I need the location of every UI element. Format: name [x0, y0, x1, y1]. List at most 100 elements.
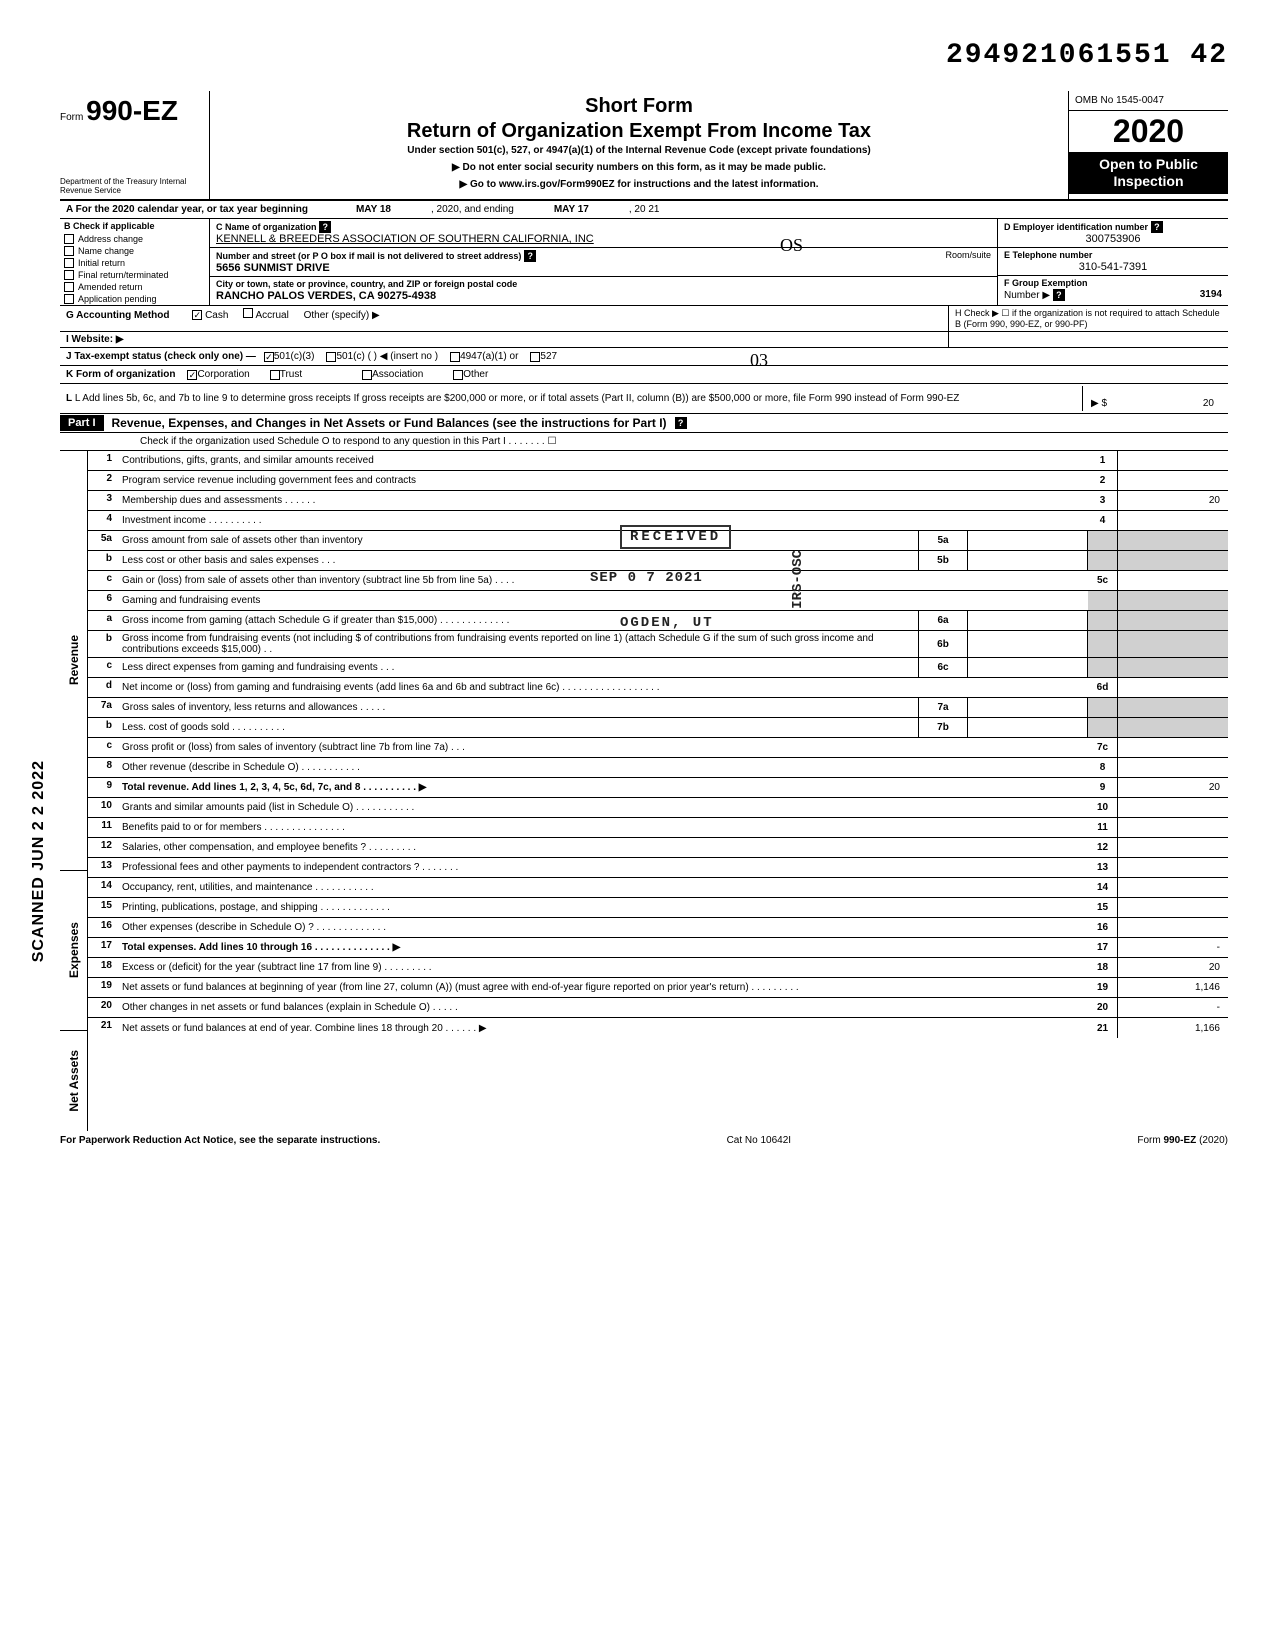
help-icon[interactable]: ? — [319, 221, 331, 233]
right-num: 19 — [1088, 978, 1118, 997]
row-text: Excess or (deficit) for the year (subtra… — [118, 958, 1088, 977]
right-num: 10 — [1088, 798, 1118, 817]
right-num — [1088, 658, 1118, 677]
right-num — [1088, 591, 1118, 610]
cb-assoc[interactable] — [362, 370, 372, 380]
right-val — [1118, 551, 1228, 570]
cb-initial-return[interactable]: Initial return — [60, 257, 209, 269]
right-num: 3 — [1088, 491, 1118, 510]
right-val — [1118, 738, 1228, 757]
paperwork-notice: For Paperwork Reduction Act Notice, see … — [60, 1135, 380, 1146]
cb-4947[interactable] — [450, 352, 460, 362]
cb-amended[interactable]: Amended return — [60, 281, 209, 293]
C-name-row: C Name of organization ? KENNELL & BREED… — [210, 219, 997, 248]
page-footer: For Paperwork Reduction Act Notice, see … — [60, 1131, 1228, 1146]
row-num: c — [88, 658, 118, 677]
short-form-label: Short Form — [220, 95, 1058, 118]
line-A: A For the 2020 calendar year, or tax yea… — [60, 201, 1228, 219]
GH-row: G Accounting Method Cash Accrual Other (… — [60, 306, 1228, 332]
row-num: 14 — [88, 878, 118, 897]
cb-final-return[interactable]: Final return/terminated — [60, 269, 209, 281]
right-val — [1118, 471, 1228, 490]
tax-year: 2020 — [1069, 111, 1228, 152]
ein-value: 300753906 — [1004, 233, 1222, 245]
right-num — [1088, 631, 1118, 657]
row-21: 21Net assets or fund balances at end of … — [88, 1018, 1228, 1038]
right-val — [1118, 591, 1228, 610]
row-4: 4Investment income . . . . . . . . . .4 — [88, 511, 1228, 531]
cb-other[interactable] — [453, 370, 463, 380]
row-text: Gross sales of inventory, less returns a… — [118, 698, 918, 717]
form-page: 294921061551 42 Form 990-EZ Department o… — [60, 40, 1228, 1146]
cb-cash[interactable] — [192, 310, 202, 320]
mid-box: 6c — [918, 658, 968, 677]
row-num: 8 — [88, 758, 118, 777]
expenses-label: Expenses — [65, 918, 83, 982]
row-6a: aGross income from gaming (attach Schedu… — [88, 611, 1228, 631]
subtitle: Under section 501(c), 527, or 4947(a)(1)… — [220, 145, 1058, 156]
mid-box: 5b — [918, 551, 968, 570]
row-num: 19 — [88, 978, 118, 997]
row-num: d — [88, 678, 118, 697]
right-val: - — [1118, 938, 1228, 957]
right-val: 20 — [1118, 491, 1228, 510]
document-number: 294921061551 42 — [60, 40, 1228, 71]
right-val — [1118, 798, 1228, 817]
cb-accrual[interactable] — [243, 308, 253, 318]
cb-name-change[interactable]: Name change — [60, 245, 209, 257]
mid-val — [968, 611, 1088, 630]
row-8: 8Other revenue (describe in Schedule O) … — [88, 758, 1228, 778]
cb-527[interactable] — [530, 352, 540, 362]
row-num: 21 — [88, 1018, 118, 1038]
row-num: 18 — [88, 958, 118, 977]
mid-val — [968, 718, 1088, 737]
row-text: Benefits paid to or for members . . . . … — [118, 818, 1088, 837]
right-num: 12 — [1088, 838, 1118, 857]
row-num: a — [88, 611, 118, 630]
right-val — [1118, 611, 1228, 630]
right-num — [1088, 698, 1118, 717]
row-num: 20 — [88, 998, 118, 1017]
ssn-warning: ▶ Do not enter social security numbers o… — [220, 162, 1058, 173]
row-num: 4 — [88, 511, 118, 530]
title-cell: Short Form Return of Organization Exempt… — [210, 91, 1068, 199]
row-num: 13 — [88, 858, 118, 877]
col-B: B Check if applicable Address change Nam… — [60, 219, 210, 305]
cb-address-change[interactable]: Address change — [60, 233, 209, 245]
cb-corp[interactable] — [187, 370, 197, 380]
cb-app-pending[interactable]: Application pending — [60, 293, 209, 305]
cb-trust[interactable] — [270, 370, 280, 380]
org-city: RANCHO PALOS VERDES, CA 90275-4938 — [216, 290, 436, 302]
row-text: Less cost or other basis and sales expen… — [118, 551, 918, 570]
right-num: 17 — [1088, 938, 1118, 957]
right-val — [1118, 631, 1228, 657]
right-num — [1088, 531, 1118, 550]
part1-check: Check if the organization used Schedule … — [60, 433, 1228, 451]
row-num: 16 — [88, 918, 118, 937]
right-val — [1118, 858, 1228, 877]
row-9: 9Total revenue. Add lines 1, 2, 3, 4, 5c… — [88, 778, 1228, 798]
row-num: 6 — [88, 591, 118, 610]
row-6c: cLess direct expenses from gaming and fu… — [88, 658, 1228, 678]
right-num: 14 — [1088, 878, 1118, 897]
help-icon[interactable]: ? — [1151, 221, 1163, 233]
row-num: 10 — [88, 798, 118, 817]
org-name: KENNELL & BREEDERS ASSOCIATION OF SOUTHE… — [216, 233, 594, 245]
right-val — [1118, 718, 1228, 737]
row-num: 3 — [88, 491, 118, 510]
right-num — [1088, 551, 1118, 570]
revenue-label: Revenue — [65, 631, 83, 689]
right-num: 15 — [1088, 898, 1118, 917]
mid-val — [968, 698, 1088, 717]
right-val — [1118, 918, 1228, 937]
right-num: 18 — [1088, 958, 1118, 977]
row-text: Net assets or fund balances at beginning… — [118, 978, 1088, 997]
main-title: Return of Organization Exempt From Incom… — [220, 120, 1058, 143]
netassets-label: Net Assets — [65, 1046, 83, 1116]
help-icon[interactable]: ? — [1053, 289, 1065, 301]
K-row: K Form of organization Corporation Trust… — [60, 366, 1228, 384]
help-icon[interactable]: ? — [524, 250, 536, 262]
cb-501c3[interactable] — [264, 352, 274, 362]
help-icon[interactable]: ? — [675, 417, 687, 429]
cb-501c[interactable] — [326, 352, 336, 362]
